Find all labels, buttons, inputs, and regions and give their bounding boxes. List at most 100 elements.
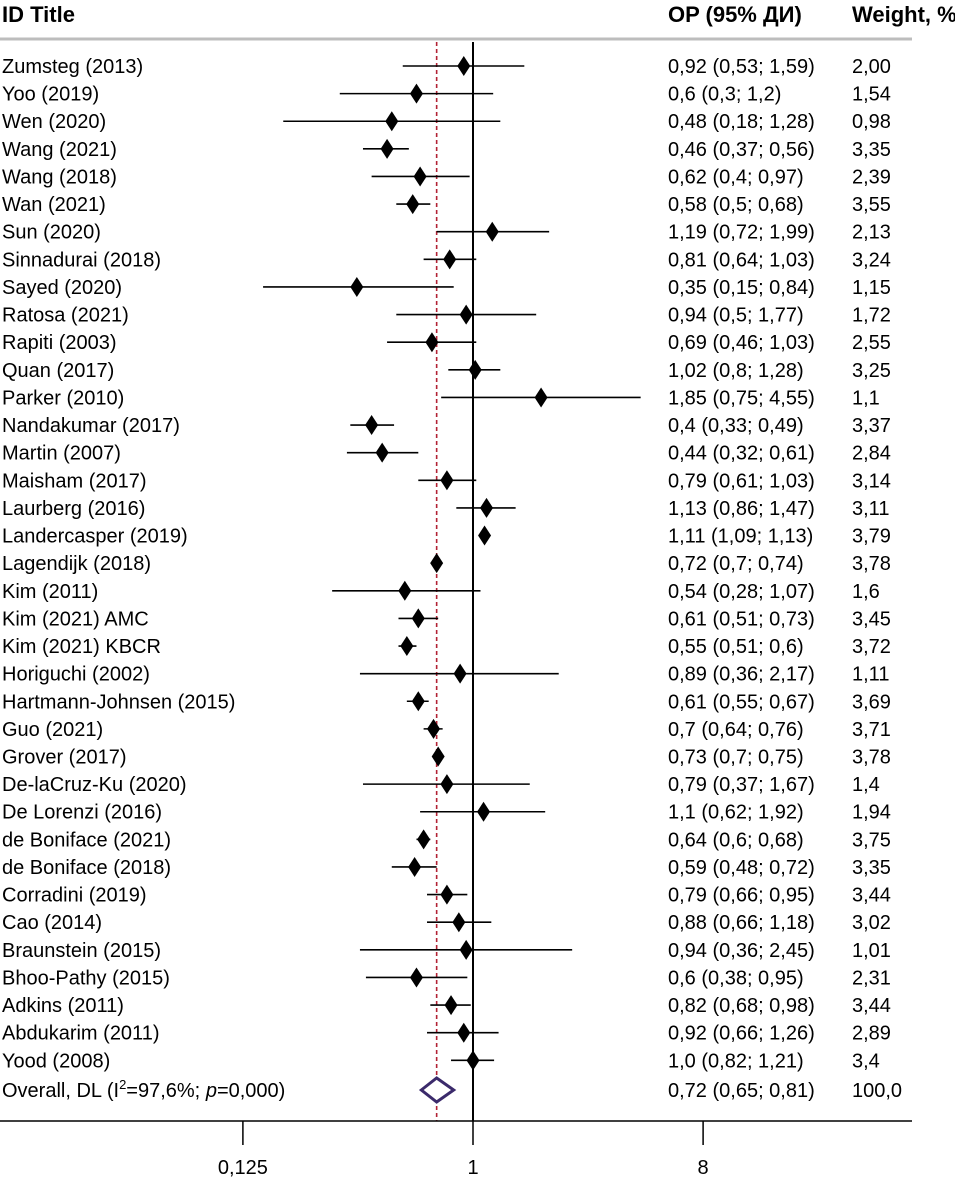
- ci-text: 0,72 (0,7; 0,74): [668, 553, 804, 575]
- point-estimate-marker: [365, 415, 379, 436]
- weight-value: 3,02: [852, 912, 891, 934]
- study-label: Wan (2021): [2, 194, 106, 216]
- ci-text: 0,6 (0,38; 0,95): [668, 967, 804, 989]
- study-label: Horiguchi (2002): [2, 664, 150, 686]
- point-estimate-marker: [459, 939, 473, 960]
- weight-value: 3,14: [852, 470, 891, 492]
- weight-value: 2,84: [852, 443, 891, 465]
- weight-value: 1,15: [852, 277, 891, 299]
- weight-value: 3,35: [852, 857, 891, 879]
- study-label: Abdukarim (2011): [2, 1023, 159, 1045]
- weight-value: 3,72: [852, 636, 891, 658]
- ci-text: 0,6 (0,3; 1,2): [668, 84, 781, 106]
- point-estimate-marker: [468, 359, 482, 380]
- ci-text: 0,7 (0,64; 0,76): [668, 719, 804, 741]
- ci-text: 0,59 (0,48; 0,72): [668, 857, 815, 879]
- ci-text: 0,46 (0,37; 0,56): [668, 139, 815, 161]
- weight-value: 3,4: [852, 1050, 880, 1072]
- point-estimate-marker: [430, 553, 444, 574]
- weight-value: 3,35: [852, 139, 891, 161]
- study-label: Adkins (2011): [2, 995, 124, 1017]
- study-label: Hartmann-Johnsen (2015): [2, 691, 235, 713]
- ci-text: 0,62 (0,4; 0,97): [668, 166, 804, 188]
- header-effect: OP (95% ДИ): [668, 2, 802, 27]
- study-label: Wang (2018): [2, 166, 117, 188]
- ci-text: 1,02 (0,8; 1,28): [668, 360, 804, 382]
- ci-text: 0,35 (0,15; 0,84): [668, 277, 815, 299]
- overall-ci-text: 0,72 (0,65; 0,81): [668, 1080, 815, 1102]
- overall-label: Overall, DL (I2=97,6%; p=0,000): [2, 1077, 285, 1102]
- ci-text: 0,92 (0,53; 1,59): [668, 56, 815, 78]
- study-label: Wang (2021): [2, 139, 117, 161]
- weight-value: 1,11: [852, 664, 889, 686]
- study-label: Guo (2021): [2, 719, 103, 741]
- ci-text: 0,61 (0,55; 0,67): [668, 691, 815, 713]
- point-estimate-marker: [408, 856, 422, 877]
- weight-value: 1,94: [852, 802, 891, 824]
- study-label: Landercasper (2019): [2, 526, 188, 548]
- point-estimate-marker: [457, 1022, 471, 1043]
- weight-value: 2,89: [852, 1023, 891, 1045]
- ci-text: 1,1 (0,62; 1,92): [668, 802, 804, 824]
- point-estimate-marker: [452, 912, 466, 933]
- weight-value: 2,13: [852, 222, 891, 244]
- study-label: Martin (2007): [2, 443, 121, 465]
- ci-text: 0,61 (0,51; 0,73): [668, 608, 815, 630]
- study-label: De-laCruz-Ku (2020): [2, 774, 187, 796]
- ci-text: 0,82 (0,68; 0,98): [668, 995, 815, 1017]
- study-label: De Lorenzi (2016): [2, 802, 162, 824]
- study-label: Maisham (2017): [2, 470, 147, 492]
- point-estimate-marker: [375, 442, 389, 463]
- study-label: Zumsteg (2013): [2, 56, 143, 78]
- study-label: Sayed (2020): [2, 277, 122, 299]
- study-label: Bhoo-Pathy (2015): [2, 967, 170, 989]
- study-label: de Boniface (2018): [2, 857, 171, 879]
- ci-text: 0,55 (0,51; 0,6): [668, 636, 804, 658]
- ci-text: 0,81 (0,64; 1,03): [668, 249, 815, 271]
- point-estimate-marker: [398, 580, 412, 601]
- point-estimate-marker: [413, 166, 427, 187]
- overall-diamond: [418, 1076, 457, 1104]
- point-estimate-marker: [406, 194, 420, 215]
- weight-value: 3,75: [852, 829, 891, 851]
- weight-value: 3,37: [852, 415, 891, 437]
- ci-text: 0,79 (0,37; 1,67): [668, 774, 815, 796]
- point-estimate-marker: [380, 138, 394, 159]
- study-label: Grover (2017): [2, 747, 127, 769]
- point-estimate-marker: [534, 387, 548, 408]
- point-estimate-marker: [480, 497, 494, 518]
- point-estimate-marker: [478, 525, 492, 546]
- study-label: Kim (2011): [2, 581, 98, 603]
- weight-value: 1,72: [852, 305, 891, 327]
- weight-value: 1,6: [852, 581, 880, 603]
- point-estimate-marker: [440, 884, 454, 905]
- ci-text: 0,54 (0,28; 1,07): [668, 581, 815, 603]
- weight-value: 3,55: [852, 194, 891, 216]
- ci-text: 0,89 (0,36; 2,17): [668, 664, 815, 686]
- ci-text: 0,58 (0,5; 0,68): [668, 194, 804, 216]
- weight-value: 3,78: [852, 553, 891, 575]
- point-estimate-marker: [443, 249, 457, 270]
- point-estimate-marker: [453, 663, 467, 684]
- ci-text: 0,44 (0,32; 0,61): [668, 443, 815, 465]
- ci-text: 1,11 (1,09; 1,13): [668, 526, 813, 548]
- weight-value: 3,79: [852, 526, 891, 548]
- x-tick-label: 1: [467, 1157, 478, 1179]
- study-label: Yoo (2019): [2, 84, 99, 106]
- point-estimate-marker: [400, 636, 414, 657]
- weight-value: 3,25: [852, 360, 891, 382]
- ci-text: 0,64 (0,6; 0,68): [668, 829, 804, 851]
- ci-text: 0,94 (0,36; 2,45): [668, 940, 815, 962]
- weight-value: 2,31: [852, 967, 891, 989]
- weight-value: 0,98: [852, 111, 891, 133]
- x-tick-label: 0,125: [218, 1157, 268, 1179]
- ci-text: 1,13 (0,86; 1,47): [668, 498, 815, 520]
- weight-value: 3,24: [852, 249, 891, 271]
- header-weight: Weight, %: [852, 2, 955, 27]
- study-label: Laurberg (2016): [2, 498, 145, 520]
- weight-value: 3,44: [852, 995, 891, 1017]
- point-estimate-marker: [425, 332, 439, 353]
- point-estimate-marker: [477, 801, 491, 822]
- weight-value: 3,78: [852, 747, 891, 769]
